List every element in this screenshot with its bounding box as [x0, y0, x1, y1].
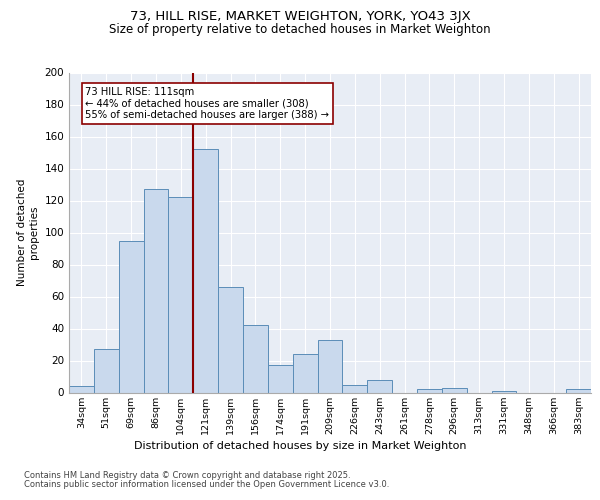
Text: Contains HM Land Registry data © Crown copyright and database right 2025.: Contains HM Land Registry data © Crown c…: [24, 471, 350, 480]
Bar: [566, 390, 591, 392]
Bar: [143, 190, 169, 392]
Text: Distribution of detached houses by size in Market Weighton: Distribution of detached houses by size …: [134, 441, 466, 451]
Bar: [218, 287, 243, 393]
Bar: [367, 380, 392, 392]
Text: Size of property relative to detached houses in Market Weighton: Size of property relative to detached ho…: [109, 22, 491, 36]
Text: Contains public sector information licensed under the Open Government Licence v3: Contains public sector information licen…: [24, 480, 389, 489]
Bar: [491, 391, 517, 392]
Bar: [317, 340, 343, 392]
Bar: [343, 384, 367, 392]
Bar: [268, 366, 293, 392]
Bar: [293, 354, 317, 393]
Bar: [119, 240, 143, 392]
Bar: [193, 150, 218, 392]
Bar: [243, 326, 268, 392]
Text: 73, HILL RISE, MARKET WEIGHTON, YORK, YO43 3JX: 73, HILL RISE, MARKET WEIGHTON, YORK, YO…: [130, 10, 470, 23]
Bar: [442, 388, 467, 392]
Bar: [169, 198, 193, 392]
Bar: [69, 386, 94, 392]
Bar: [417, 390, 442, 392]
Text: 73 HILL RISE: 111sqm
← 44% of detached houses are smaller (308)
55% of semi-deta: 73 HILL RISE: 111sqm ← 44% of detached h…: [85, 87, 329, 120]
Bar: [94, 350, 119, 393]
Y-axis label: Number of detached
properties: Number of detached properties: [17, 179, 39, 286]
